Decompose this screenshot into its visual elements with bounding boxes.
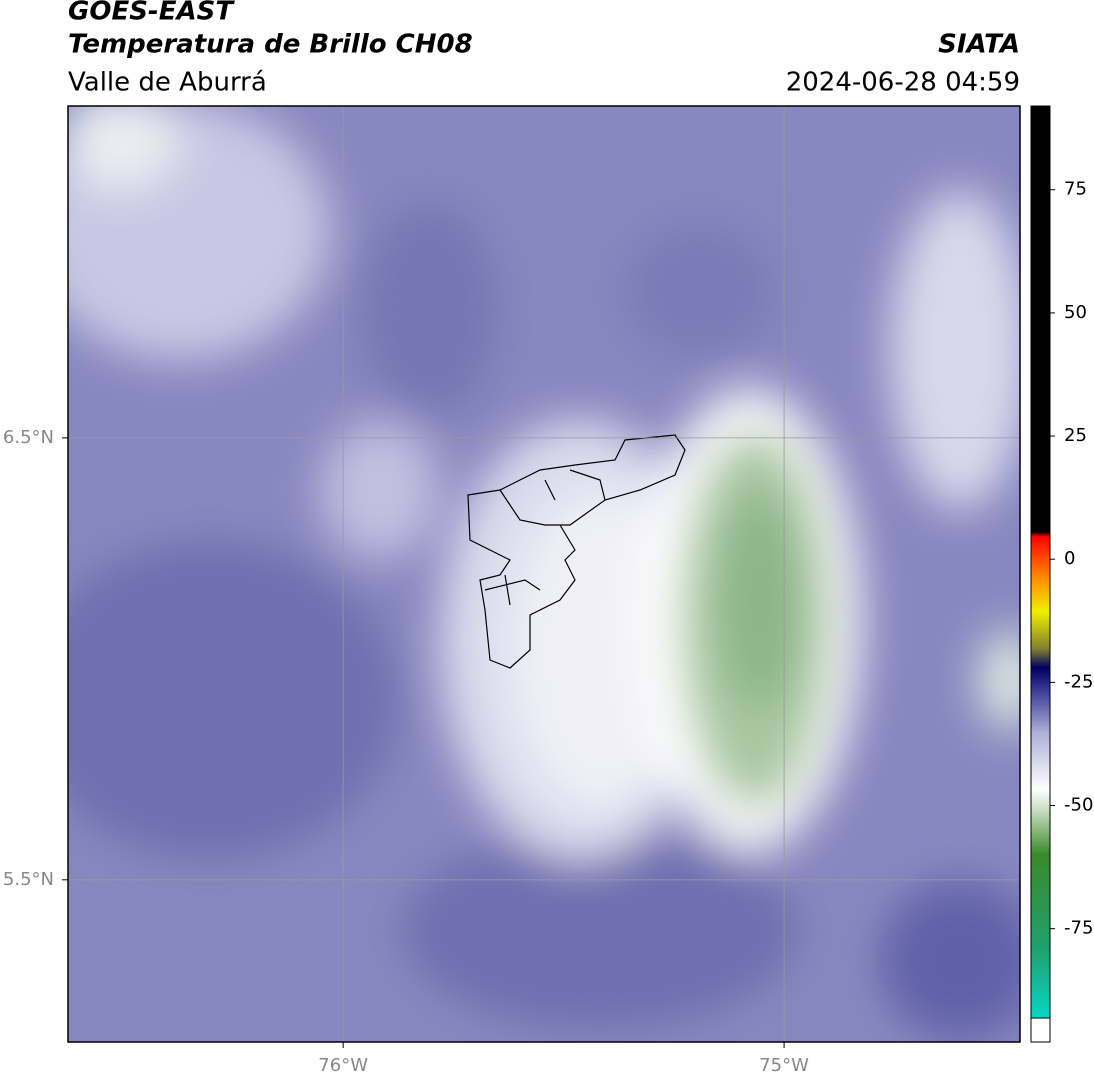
brightness-map [68, 106, 1020, 1042]
title: GOES-EAST [68, 0, 235, 27]
x-tick-label: 76°W [318, 1055, 368, 1076]
region: Valle de Aburrá [68, 68, 267, 98]
colorbar-tick-label: 25 [1064, 425, 1087, 446]
map-frame [67, 105, 1021, 1043]
colorbar [1030, 105, 1051, 1043]
colorbar-tick-label: 0 [1064, 548, 1075, 569]
colorbar-tick-label: -25 [1064, 671, 1093, 692]
colorbar-tick-label: -50 [1064, 795, 1093, 816]
y-tick-label: 5.5°N [3, 869, 54, 890]
colorbar-tick-label: 50 [1064, 302, 1087, 323]
x-tick-label: 75°W [759, 1055, 809, 1076]
timestamp: 2024-06-28 04:59 [786, 68, 1020, 98]
colorbar-tick-label: -75 [1064, 918, 1093, 939]
subtitle: Temperatura de Brillo CH08 [68, 30, 473, 60]
colorbar-under [1030, 1017, 1051, 1043]
y-tick-label: 6.5°N [3, 427, 54, 448]
source: SIATA [938, 30, 1020, 60]
colorbar-tick-label: 75 [1064, 179, 1087, 200]
